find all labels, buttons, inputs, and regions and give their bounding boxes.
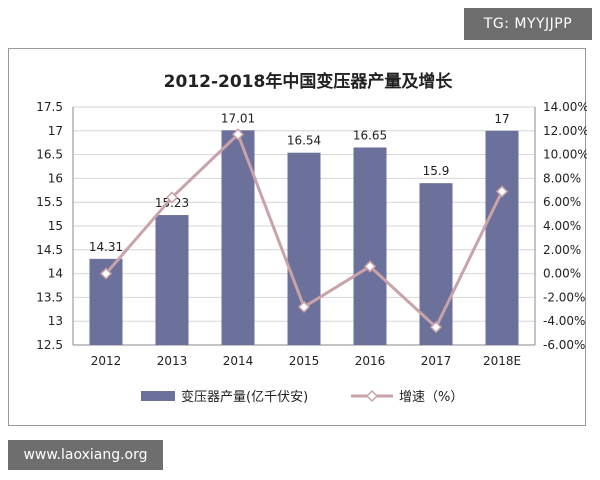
y-right-tick-label: 2.00% <box>543 243 581 257</box>
y-left-tick-label: 12.5 <box>36 338 63 352</box>
x-tick-label: 2013 <box>157 354 188 368</box>
chart-title: 2012-2018年中国变压器产量及增长 <box>164 71 454 92</box>
growth-point <box>297 300 311 313</box>
y-left-tick-label: 17 <box>48 124 63 138</box>
growth-point <box>495 185 509 198</box>
bar-data-label: 14.31 <box>89 240 123 254</box>
x-tick-label: 2018E <box>483 354 521 368</box>
growth-point <box>231 128 245 141</box>
x-tick-label: 2016 <box>355 354 386 368</box>
y-left-tick-label: 13.5 <box>36 290 63 304</box>
y-left-tick-label: 16 <box>48 171 63 185</box>
y-right-tick-label: -6.00% <box>543 338 585 352</box>
y-right-tick-label: 14.00% <box>543 100 587 114</box>
bar <box>155 215 189 345</box>
y-left-tick-label: 14 <box>48 267 63 281</box>
y-right-tick-label: 8.00% <box>543 171 581 185</box>
bar-data-label: 17 <box>494 112 509 126</box>
y-right-tick-label: -2.00% <box>543 290 585 304</box>
x-tick-label: 2017 <box>421 354 452 368</box>
y-left-tick-label: 17.5 <box>36 100 63 114</box>
watermark-bottom: www.laoxiang.org <box>8 440 163 470</box>
y-left-tick-label: 13 <box>48 314 63 328</box>
bar-data-label: 16.65 <box>353 128 387 142</box>
bar <box>419 183 453 345</box>
legend-bar-swatch <box>141 391 175 401</box>
growth-point <box>99 267 113 280</box>
y-right-tick-label: 12.00% <box>543 124 587 138</box>
y-left-tick-label: 15.5 <box>36 195 63 209</box>
bar-data-label: 16.54 <box>287 134 321 148</box>
watermark-top: TG: MYYJJPP <box>464 8 592 40</box>
bar-data-label: 15.9 <box>423 164 450 178</box>
bar <box>353 147 387 345</box>
chart-svg: 2012-2018年中国变压器产量及增长 17.5 17 16.5 16 15.5 15 14… <box>36 71 587 405</box>
legend-line-label: 增速（%） <box>399 390 463 405</box>
x-tick-label: 2014 <box>223 354 254 368</box>
y-left-tick-label: 15 <box>48 219 63 233</box>
growth-point <box>429 321 443 334</box>
bar-data-label: 17.01 <box>221 111 255 125</box>
x-tick-label: 2012 <box>91 354 122 368</box>
bar <box>485 130 519 345</box>
y-right-tick-label: 6.00% <box>543 195 581 209</box>
y-left-tick-label: 14.5 <box>36 243 63 257</box>
growth-point <box>363 260 377 273</box>
legend-line-marker <box>365 389 379 403</box>
y-right-tick-label: 10.00% <box>543 148 587 162</box>
growth-point <box>165 191 179 204</box>
y-right-tick-label: 0.00% <box>543 267 581 281</box>
x-tick-label: 2015 <box>289 354 320 368</box>
chart-frame: 2012-2018年中国变压器产量及增长 17.5 17 16.5 16 15.5 15 14… <box>8 48 587 426</box>
y-right-tick-label: 4.00% <box>543 219 581 233</box>
bar <box>287 152 321 345</box>
legend-bar-label: 变压器产量(亿千伏安) <box>181 389 308 405</box>
y-left-tick-label: 16.5 <box>36 148 63 162</box>
y-right-tick-label: -4.00% <box>543 314 585 328</box>
